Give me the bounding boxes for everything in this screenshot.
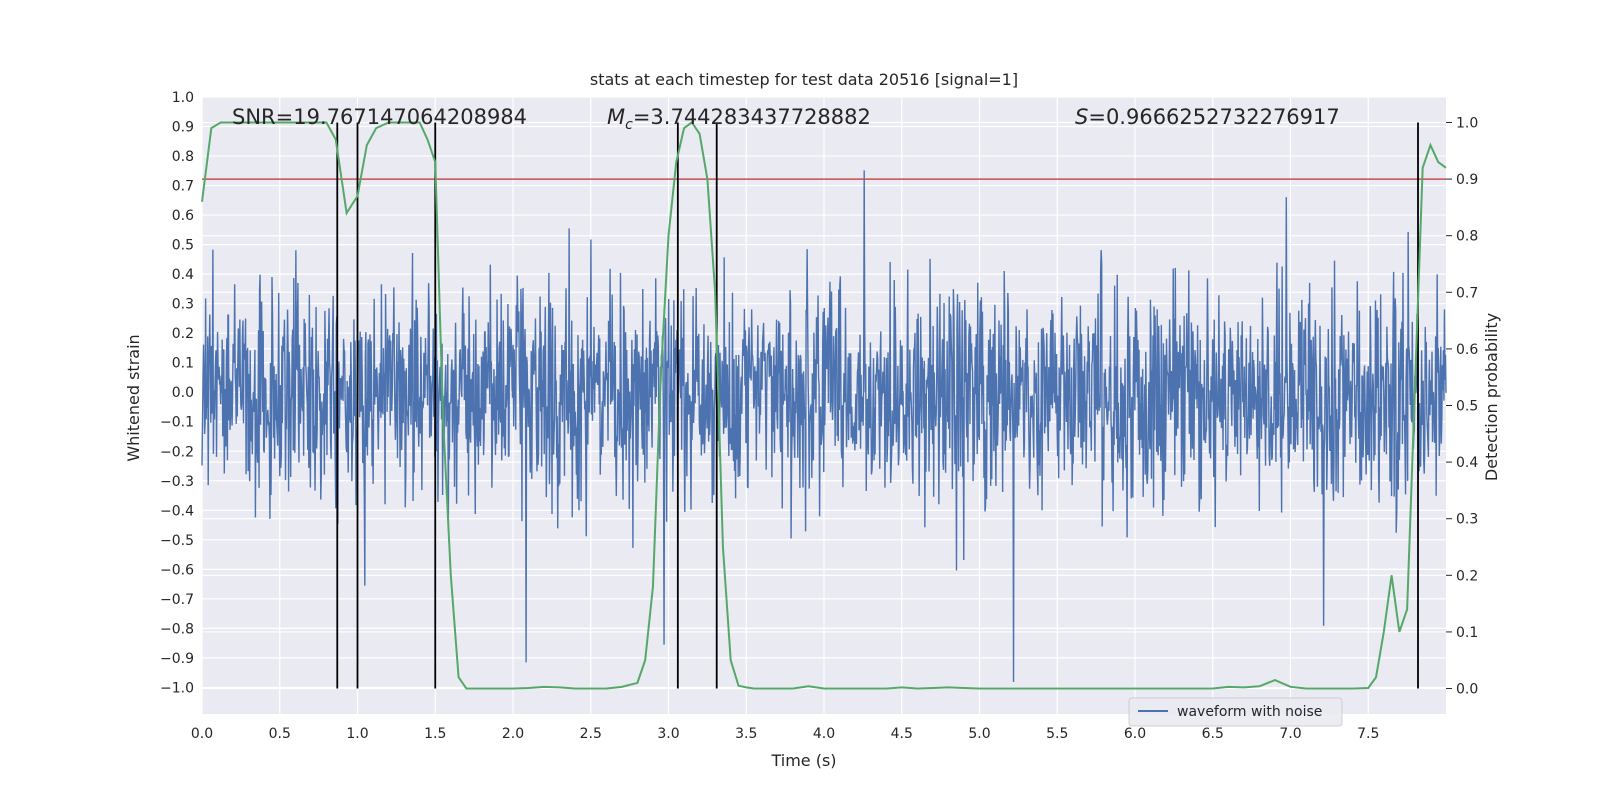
y-tick-label: −0.5 — [160, 533, 194, 549]
y-tick-label: 0.8 — [172, 149, 194, 165]
y-tick-label: 0.6 — [172, 208, 194, 224]
y2-tick-label: 0.8 — [1456, 229, 1478, 245]
s-annotation: S=0.9666252732276917 — [1075, 105, 1340, 129]
probability-series — [201, 121, 1447, 690]
y-tick-label: −0.9 — [160, 651, 194, 667]
legend-label: waveform with noise — [1177, 704, 1322, 720]
y2-tick-label: 0.0 — [1456, 682, 1478, 698]
legend-box — [1128, 697, 1343, 727]
x-tick-label: 6.5 — [1202, 726, 1224, 742]
y-tick-label: 0.7 — [172, 179, 194, 195]
y2-tick-label: 0.2 — [1456, 568, 1478, 584]
y-tick-label: −0.4 — [160, 503, 194, 519]
x-tick-label: 6.0 — [1124, 726, 1146, 742]
x-tick-label: 7.0 — [1279, 726, 1301, 742]
y-tick-label: 0.2 — [172, 326, 194, 342]
y2-tick-label: 0.6 — [1456, 342, 1478, 358]
y-tick-label: −1.0 — [160, 680, 194, 696]
x-tick-label: 0.5 — [269, 726, 291, 742]
x-tick-label: 2.0 — [502, 726, 524, 742]
y2-tick-label: 0.9 — [1456, 172, 1478, 188]
x-tick-label: 3.5 — [735, 726, 757, 742]
y2-tick-label: 0.5 — [1456, 399, 1478, 415]
y2-tick-label: 0.3 — [1456, 512, 1478, 528]
snr-annotation: SNR=19.767147064208984 — [232, 105, 527, 129]
mc-subscript: c — [625, 117, 633, 133]
y-tick-label: −0.2 — [160, 444, 194, 460]
waveform-series — [201, 170, 1447, 682]
legend: waveform with noise — [1128, 697, 1343, 727]
y-tick-label: 0.1 — [172, 356, 194, 372]
chart-title: stats at each timestep for test data 205… — [590, 70, 1018, 89]
x-tick-label: 3.0 — [657, 726, 679, 742]
y-axis-label: Whitened strain — [124, 334, 143, 461]
y-tick-label: 0.4 — [172, 267, 194, 283]
x-tick-label: 5.5 — [1046, 726, 1068, 742]
x-ticks: 0.0 0.5 1.0 1.5 2.0 2.5 3.0 3.5 4.0 4.5 5.0 5.5 6.0 6… — [191, 726, 1380, 742]
y-tick-label: −0.8 — [160, 621, 194, 637]
x-axis-label: Time (s) — [770, 751, 836, 770]
mc-value: =3.744283437728882 — [633, 105, 871, 129]
s-symbol: S — [1075, 105, 1088, 129]
x-tick-label: 4.0 — [813, 726, 835, 742]
y2-tick-label: 0.7 — [1456, 285, 1478, 301]
waveform-line — [201, 170, 1447, 682]
x-tick-label: 2.5 — [580, 726, 602, 742]
y-ticks-right: 1.0 0.9 0.8 0.7 0.6 0.5 0.4 0.3 0.2 0.1 0.0 — [1446, 115, 1478, 698]
y-tick-label: 0.3 — [172, 297, 194, 313]
x-tick-label: 7.5 — [1357, 726, 1379, 742]
y-tick-label: −0.6 — [160, 562, 194, 578]
y2-tick-label: 1.0 — [1456, 115, 1478, 131]
y-tick-label: −0.3 — [160, 474, 194, 490]
mc-annotation: Mc=3.744283437728882 — [607, 105, 871, 133]
x-tick-label: 4.5 — [891, 726, 913, 742]
y2-tick-label: 0.1 — [1456, 625, 1478, 641]
y-tick-label: 0.0 — [172, 385, 194, 401]
vertical-markers — [336, 122, 1419, 689]
y-tick-label: 0.9 — [172, 120, 194, 136]
y2-axis-label: Detection probability — [1482, 313, 1501, 481]
x-tick-label: 1.5 — [424, 726, 446, 742]
y-tick-label: −0.1 — [160, 415, 194, 431]
y2-tick-label: 0.4 — [1456, 455, 1478, 471]
y-tick-label: 1.0 — [172, 90, 194, 106]
y-ticks-left: 1.0 0.9 0.8 0.7 0.6 0.5 0.4 0.3 0.2 0.1 0.0 −0.1 −0.… — [160, 90, 194, 696]
y-tick-label: −0.7 — [160, 592, 194, 608]
mc-symbol: M — [607, 105, 625, 129]
x-tick-label: 5.0 — [968, 726, 990, 742]
y-tick-label: 0.5 — [172, 238, 194, 254]
s-value: =0.9666252732276917 — [1088, 105, 1339, 129]
x-tick-label: 1.0 — [346, 726, 368, 742]
x-tick-label: 0.0 — [191, 726, 213, 742]
